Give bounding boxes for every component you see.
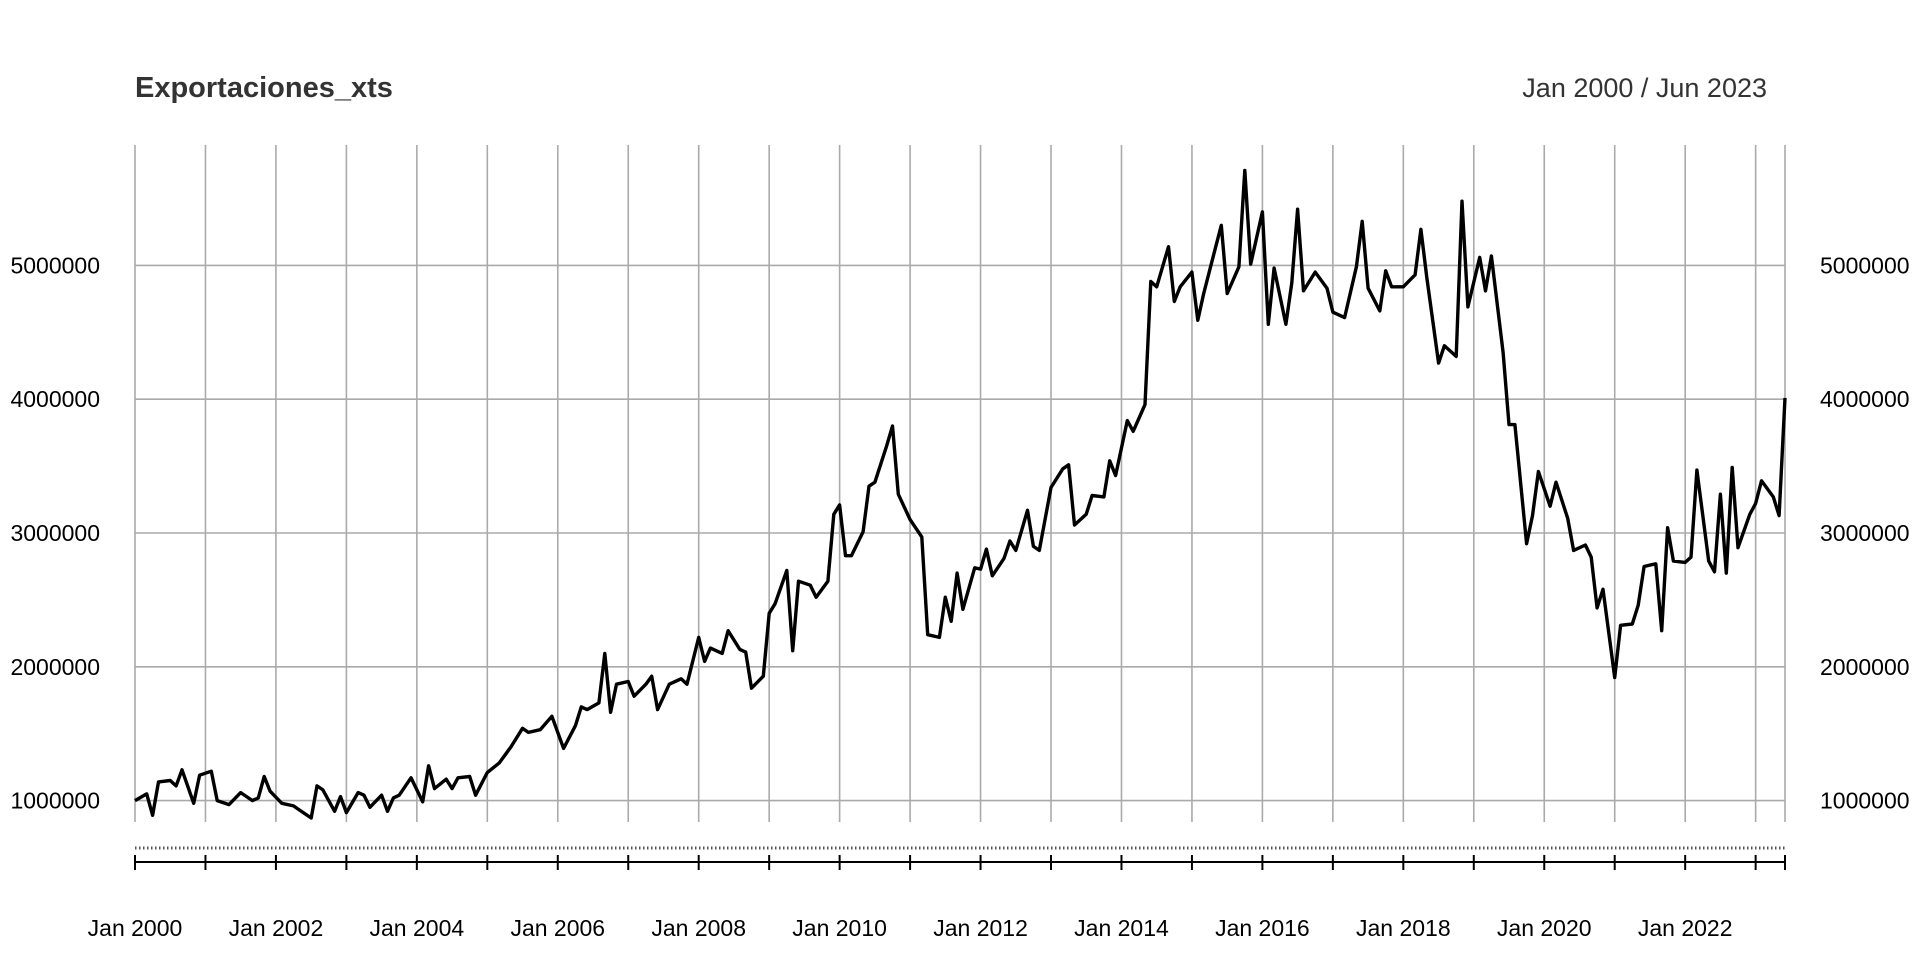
y-axis-tick-labels: 1000000 1000000 2000000 2000000 3000000 30000… (10, 252, 1909, 813)
x-tick-label: Jan 2008 (651, 915, 746, 941)
y-tick-label-left: 4000000 (10, 386, 100, 412)
x-tick-label: Jan 2006 (510, 915, 605, 941)
y-tick-label-right: 1000000 (1820, 788, 1910, 814)
y-tick-label-right: 3000000 (1820, 520, 1910, 546)
y-tick-label-left: 3000000 (10, 520, 100, 546)
y-tick-label-right: 2000000 (1820, 654, 1910, 680)
series-line (134, 168, 1787, 820)
x-tick-label: Jan 2016 (1215, 915, 1310, 941)
y-tick-label-left: 1000000 (10, 788, 100, 814)
chart-date-range: Jan 2000 / Jun 2023 (1522, 73, 1767, 103)
x-tick-label: Jan 2004 (370, 915, 465, 941)
series-layer (134, 168, 1787, 820)
x-tick-label: Jan 2014 (1074, 915, 1169, 941)
x-tick-label: Jan 2022 (1638, 915, 1733, 941)
x-tick-label: Jan 2002 (229, 915, 324, 941)
x-tick-label: Jan 2020 (1497, 915, 1592, 941)
y-tick-label-right: 5000000 (1820, 252, 1910, 278)
x-tick-label: Jan 2018 (1356, 915, 1451, 941)
y-tick-label-left: 2000000 (10, 654, 100, 680)
x-tick-label: Jan 2000 (88, 915, 183, 941)
chart-title: Exportaciones_xts (135, 72, 393, 104)
y-tick-label-right: 4000000 (1820, 386, 1910, 412)
x-tick-label: Jan 2012 (933, 915, 1028, 941)
y-tick-label-left: 5000000 (10, 252, 100, 278)
gridlines (134, 145, 1786, 822)
x-tick-label: Jan 2010 (792, 915, 887, 941)
x-axis: Jan 2000 Jan 2002 Jan 2004 Jan 2006 Jan 2008… (88, 846, 1786, 941)
